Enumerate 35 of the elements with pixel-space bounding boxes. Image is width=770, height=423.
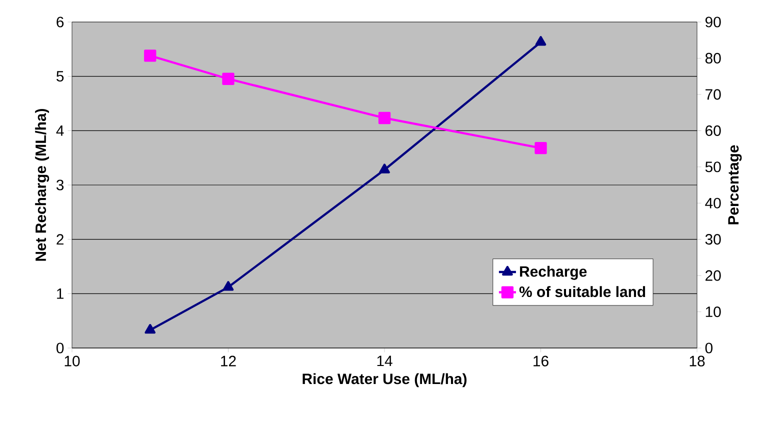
y2-tick-label: 20	[706, 270, 721, 281]
y2-tick-label: 60	[706, 125, 721, 136]
x-tick-label: 10	[64, 356, 80, 366]
y2-axis-title: Percentage	[728, 145, 742, 224]
y2-tick-label: 40	[705, 198, 721, 208]
y2-tick-label: 30	[705, 234, 721, 245]
y2-tick-label: 50	[705, 162, 721, 172]
x-axis-title: Rice Water Use (ML/ha)	[302, 373, 467, 388]
point	[222, 281, 234, 291]
x-tick-label: 14	[377, 356, 392, 366]
y2-tick-label: 70	[706, 89, 721, 100]
y-axis-title: Net Recharge (ML/ha)	[35, 108, 50, 261]
x-tick-label: 16	[534, 356, 548, 366]
y-tick-label: 4	[56, 126, 64, 136]
point	[379, 164, 390, 174]
x-tick-label: 12	[221, 356, 236, 366]
y-tick-label: 1	[57, 288, 64, 299]
y-tick-label: 5	[56, 71, 64, 82]
y2-tick-label: 90	[705, 16, 721, 28]
y-tick-label: 3	[56, 180, 64, 190]
y-tick-label: 2	[56, 234, 64, 245]
legend-label: % of suitable land	[519, 286, 646, 298]
legend-label: Recharge	[520, 266, 587, 280]
y2-tick-label: 0	[705, 342, 712, 354]
x-tick-label: 18	[690, 356, 705, 366]
point	[222, 72, 234, 85]
point	[535, 36, 546, 46]
point	[534, 142, 547, 154]
y-tick-label: 6	[56, 16, 64, 28]
y-tick-label: 0	[56, 342, 64, 354]
point	[144, 324, 156, 334]
point	[144, 50, 156, 62]
y2-tick-label: 10	[706, 306, 721, 318]
point	[378, 112, 391, 124]
y2-tick-label: 80	[705, 52, 721, 64]
